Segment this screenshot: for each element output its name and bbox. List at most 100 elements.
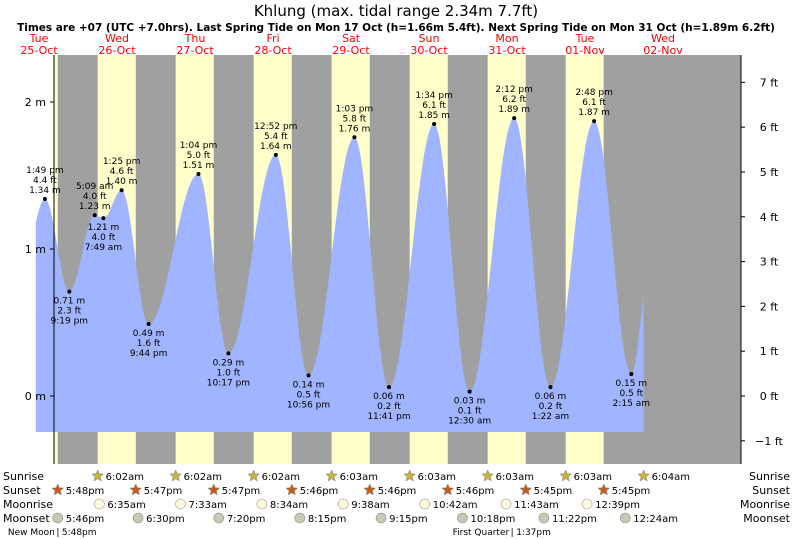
extreme-metres: 1.89 m xyxy=(498,105,530,115)
sunset-icon xyxy=(519,483,533,496)
extreme-feet: 4.0 ft xyxy=(92,233,116,243)
extreme-time: 12:30 am xyxy=(448,417,491,427)
right-tick-label: 7 ft xyxy=(760,76,779,89)
sunrise-time: 6:03am xyxy=(418,472,456,483)
left-tick-label: 0 m xyxy=(25,390,46,403)
sunrise-time: 6:04am xyxy=(652,472,690,483)
extreme-metres: 1.51 m xyxy=(183,161,215,171)
sunset-time: 5:48pm xyxy=(66,486,105,497)
row-label-right-sunset: Sunset xyxy=(752,484,790,497)
moonset-icon xyxy=(619,512,631,524)
moonrise-icon xyxy=(94,498,105,510)
extreme-feet: 2.3 ft xyxy=(57,307,81,317)
day-labels: Tue25-OctWed26-OctThu27-OctFri28-OctSat2… xyxy=(20,32,683,57)
extreme-metres: 1.34 m xyxy=(29,186,61,196)
extreme-point xyxy=(352,135,357,140)
moonset-icon xyxy=(213,512,225,524)
row-label-left-sunset: Sunset xyxy=(3,484,41,497)
sunset-time: 5:46pm xyxy=(378,486,417,497)
moonset-icon xyxy=(538,512,550,524)
extreme-metres: 1.21 m xyxy=(88,223,120,233)
sunset-icon xyxy=(363,483,377,496)
extreme-time: 2:12 pm xyxy=(495,85,533,95)
moonset-icon xyxy=(457,512,468,524)
extreme-point xyxy=(306,373,311,378)
extreme-point xyxy=(67,289,72,294)
extreme-metres: 0.49 m xyxy=(133,329,165,339)
moonset-time: 6:30pm xyxy=(146,514,185,525)
extreme-metres: 1.85 m xyxy=(418,111,450,121)
extreme-feet: 5.4 ft xyxy=(264,132,288,142)
moonrise-time: 7:33am xyxy=(189,500,227,511)
right-tick-label: 1 ft xyxy=(760,345,779,358)
extreme-time: 2:15 am xyxy=(613,399,650,409)
extreme-time: 1:03 pm xyxy=(336,104,374,114)
right-tick-label: 2 ft xyxy=(760,300,779,313)
sunrise-time: 6:02am xyxy=(106,472,144,483)
sunset-time: 5:47pm xyxy=(144,486,183,497)
sunrise-time: 6:02am xyxy=(184,472,222,483)
extreme-feet: 1.6 ft xyxy=(137,339,161,349)
moon-phase-time: 5:48pm xyxy=(62,528,97,538)
sunrise-icon xyxy=(481,469,495,482)
extreme-time: 1:34 pm xyxy=(415,91,453,101)
sunset-icon xyxy=(207,483,221,496)
sunrise-time: 6:03am xyxy=(496,472,534,483)
moon-phase-time: 1:37pm xyxy=(516,528,551,538)
extreme-feet: 4.6 ft xyxy=(110,167,134,177)
sunrise-icon xyxy=(91,469,105,482)
moonrise-time: 9:38am xyxy=(351,500,389,511)
sunrise-time: 6:02am xyxy=(262,472,300,483)
extreme-point xyxy=(92,213,97,218)
extreme-feet: 0.2 ft xyxy=(377,402,401,412)
day-label-dow: Tue xyxy=(575,32,595,45)
day-label-date: 02-Nov xyxy=(643,44,683,57)
chart-subtitle: Times are +07 (UTC +7.0hrs). Last Spring… xyxy=(17,22,775,34)
moon-phase-separator: | xyxy=(511,528,514,538)
day-label-date: 01-Nov xyxy=(565,44,605,57)
sunset-icon xyxy=(129,483,143,496)
extreme-metres: 1.64 m xyxy=(260,142,292,152)
row-label-left-sunrise: Sunrise xyxy=(3,470,44,483)
extreme-labels: 1:49 pm4.4 ft1.34 m 0.71 m2.3 ft9:19 pm 5:… xyxy=(26,85,650,426)
extreme-time: 12:52 pm xyxy=(254,122,297,132)
extreme-time: 5:09 am xyxy=(76,182,113,192)
moonrise-icon xyxy=(175,498,186,510)
extreme-metres: 0.06 m xyxy=(373,392,405,402)
right-tick-label: 5 ft xyxy=(760,166,779,179)
row-label-left-moonrise: Moonrise xyxy=(3,498,53,511)
extreme-point xyxy=(629,371,634,376)
moonset-icon xyxy=(375,512,387,524)
day-label-dow: Thu xyxy=(184,32,206,45)
moonset-time: 12:24am xyxy=(633,514,678,525)
extreme-metres: 0.14 m xyxy=(293,380,325,390)
day-label-dow: Mon xyxy=(495,32,518,45)
extreme-time: 1:22 am xyxy=(532,412,569,422)
sunset-time: 5:46pm xyxy=(456,486,495,497)
extreme-point xyxy=(386,385,391,390)
moon-phase-separator: | xyxy=(56,528,59,538)
day-label-dow: Wed xyxy=(105,32,129,45)
extreme-point xyxy=(226,351,231,356)
extreme-metres: 0.15 m xyxy=(615,379,647,389)
moonrise-icon xyxy=(581,498,593,510)
extreme-metres: 0.71 m xyxy=(53,297,85,307)
tide-area xyxy=(35,118,644,432)
sunrise-icon xyxy=(403,469,417,482)
extreme-time: 9:19 pm xyxy=(51,317,89,327)
extreme-time: 1:04 pm xyxy=(180,141,218,151)
moonset-time: 8:15pm xyxy=(308,514,347,525)
extreme-point xyxy=(42,197,47,202)
moonset-time: 10:18pm xyxy=(470,514,515,525)
day-label-dow: Wed xyxy=(651,32,675,45)
left-tick-label: 1 m xyxy=(25,243,46,256)
extreme-point xyxy=(548,385,553,390)
sunset-icon xyxy=(597,483,611,496)
sunset-icon xyxy=(441,483,455,496)
extreme-time: 1:49 pm xyxy=(26,166,64,176)
day-label-dow: Sat xyxy=(342,32,361,45)
moonrise-time: 11:43am xyxy=(514,500,559,511)
right-tick-label: −1 ft xyxy=(755,435,783,448)
extreme-time: 9:44 pm xyxy=(130,349,168,359)
